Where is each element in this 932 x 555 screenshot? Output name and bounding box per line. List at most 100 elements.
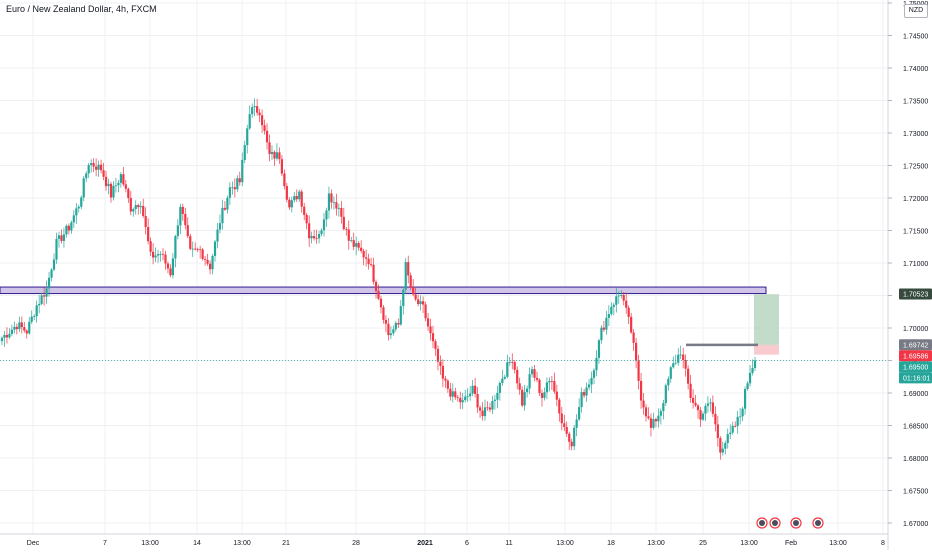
support-resistance-zone[interactable] [0,286,767,295]
candle-body [488,407,492,410]
candle [268,134,271,162]
candle [283,169,286,190]
candle-body [590,377,593,385]
candle [407,255,410,284]
candle [486,401,489,411]
take-profit-area[interactable] [754,294,779,345]
candle-body [221,207,224,224]
event-icon[interactable] [790,517,802,529]
price-tag-label: 1.70523 [903,292,928,299]
candle-body [325,210,328,220]
candle-body [144,215,147,227]
time-tick-label: 11 [505,540,512,547]
candle-body [687,368,690,384]
candle [558,397,561,422]
event-icons[interactable] [756,517,824,529]
candle [734,421,737,428]
candle-body [597,340,601,358]
candle-body [134,205,137,209]
candle [731,421,734,435]
candle [719,436,722,460]
candle-body [33,316,36,317]
candle [377,284,380,301]
drawing-layer[interactable] [0,286,767,295]
candle-body [647,416,650,419]
candle-body [278,152,281,160]
candle-body [216,229,219,242]
candle [308,215,311,248]
event-icon[interactable] [812,517,824,529]
stop-loss-area[interactable] [754,344,779,355]
chart-title: Euro / New Zealand Dollar, 4h, FXCM [6,4,157,14]
candle-body [40,295,43,304]
candle-body [179,206,182,226]
candle-body [659,411,662,416]
candle [196,247,199,253]
price-axis[interactable]: 1.67000 1.67500 1.68000 1.68500 1.69000 1.695… [887,0,928,550]
position-layer[interactable] [0,294,888,361]
candle-body [501,378,504,383]
candle [669,365,672,383]
candle [365,249,368,267]
candle [164,250,167,270]
candle-body [355,243,358,247]
candle [186,217,189,239]
candle-body [55,238,58,260]
candle [446,379,449,393]
candle-body [62,234,66,241]
price-tags: 1.70523 1.69742 1.69586 1.69500 01:16:01 [899,288,932,384]
time-tick-label: 18 [607,540,615,547]
candle [672,356,675,369]
event-icon[interactable] [756,517,768,529]
candle-body [550,380,553,382]
candle [657,408,660,428]
time-tick-label: 13:00 [556,540,574,547]
candle [189,233,192,251]
candle [117,179,120,193]
candle-body [426,318,430,327]
event-icon[interactable] [769,517,781,529]
candle [503,374,506,381]
candle-body [553,381,556,392]
time-axis[interactable]: Dec 7 13:00 14 13:00 21 28 2021 6 11 13:00 18 13:00 2… [0,533,888,547]
candle-body [226,197,229,210]
currency-badge[interactable]: NZD [904,4,928,18]
candle-body [578,407,581,420]
candle-body [246,128,249,146]
candle-body [617,295,620,297]
candle [679,345,682,359]
candle [251,103,254,118]
candle-body [312,236,316,239]
candle-body [620,295,623,296]
candle-body [285,186,288,200]
candle-body [191,248,194,250]
candle [441,359,445,388]
candle-body [260,115,264,126]
candle [506,354,509,379]
candle [87,162,90,178]
candle [451,383,454,403]
time-tick-label: 21 [282,540,290,547]
candle [706,396,710,413]
candle [72,210,75,228]
candle [746,381,749,391]
candle-body [563,423,566,428]
candle-body [595,357,598,371]
candle [142,198,145,218]
candle-body [746,383,749,389]
candle [107,178,110,195]
candle [253,98,256,117]
candle [483,399,487,421]
candle-body [424,304,427,319]
candle-body [444,378,447,381]
candle-body [639,380,643,401]
candle-body [340,207,343,217]
candle [379,295,383,314]
candle [337,203,340,217]
candle [278,147,281,164]
candle [176,219,179,240]
candle [369,257,373,267]
candle [709,398,712,412]
price-tag: 01:16:01 [899,372,932,384]
